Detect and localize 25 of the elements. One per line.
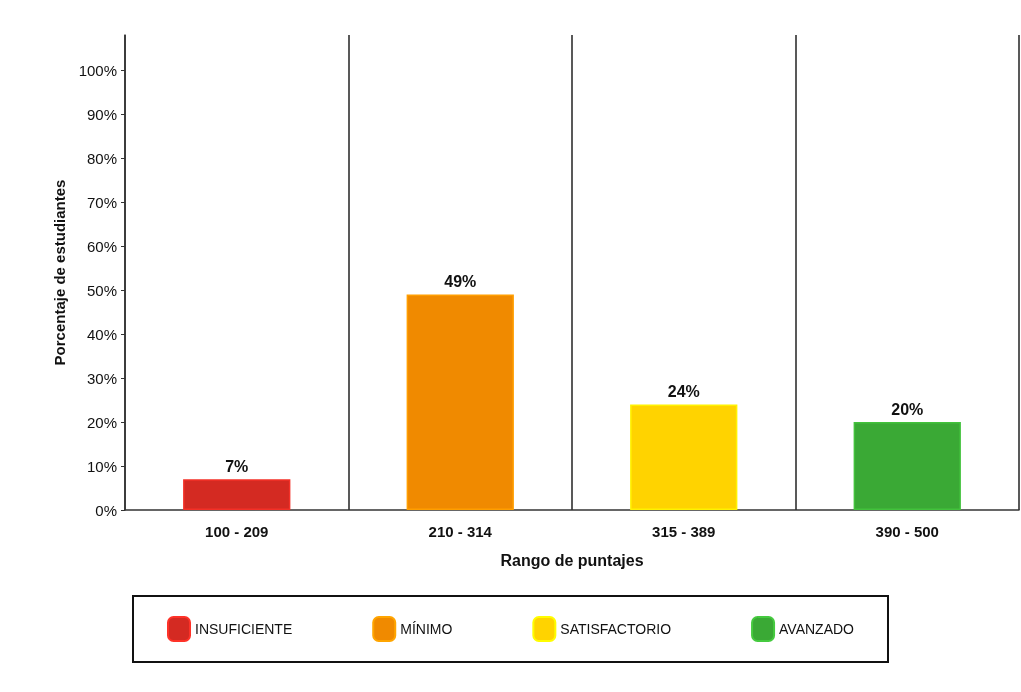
legend-label: AVANZADO [779,621,855,637]
y-tick-label: 0% [95,501,117,519]
x-tick-label: 210 - 314 [428,523,493,540]
legend-label: INSUFICIENTE [195,621,293,637]
data-label: 49% [444,272,477,290]
y-axis-title: Porcentaje de estudiantes [51,179,68,366]
y-tick-label: 50% [86,281,117,299]
data-label: 24% [667,382,700,400]
data-label: 7% [225,457,249,475]
x-tick-label: 100 - 209 [205,523,269,540]
y-tick-label: 20% [86,413,117,431]
legend-label: MÍNIMO [400,621,453,637]
legend-label: SATISFACTORIO [560,621,672,637]
y-tick-label: 90% [86,105,117,123]
y-tick-label: 80% [86,149,117,167]
y-tick-label: 70% [86,193,117,211]
y-tick-label: 100% [78,61,117,79]
data-label: 20% [891,400,924,418]
y-tick-label: 40% [86,325,117,343]
x-tick-label: 315 - 389 [652,523,716,540]
y-tick-label: 30% [86,369,117,387]
y-tick-label: 60% [86,237,117,255]
x-axis-title: Rango de puntajes [500,551,644,569]
y-tick-label: 10% [86,457,117,475]
x-tick-label: 390 - 500 [875,523,939,540]
